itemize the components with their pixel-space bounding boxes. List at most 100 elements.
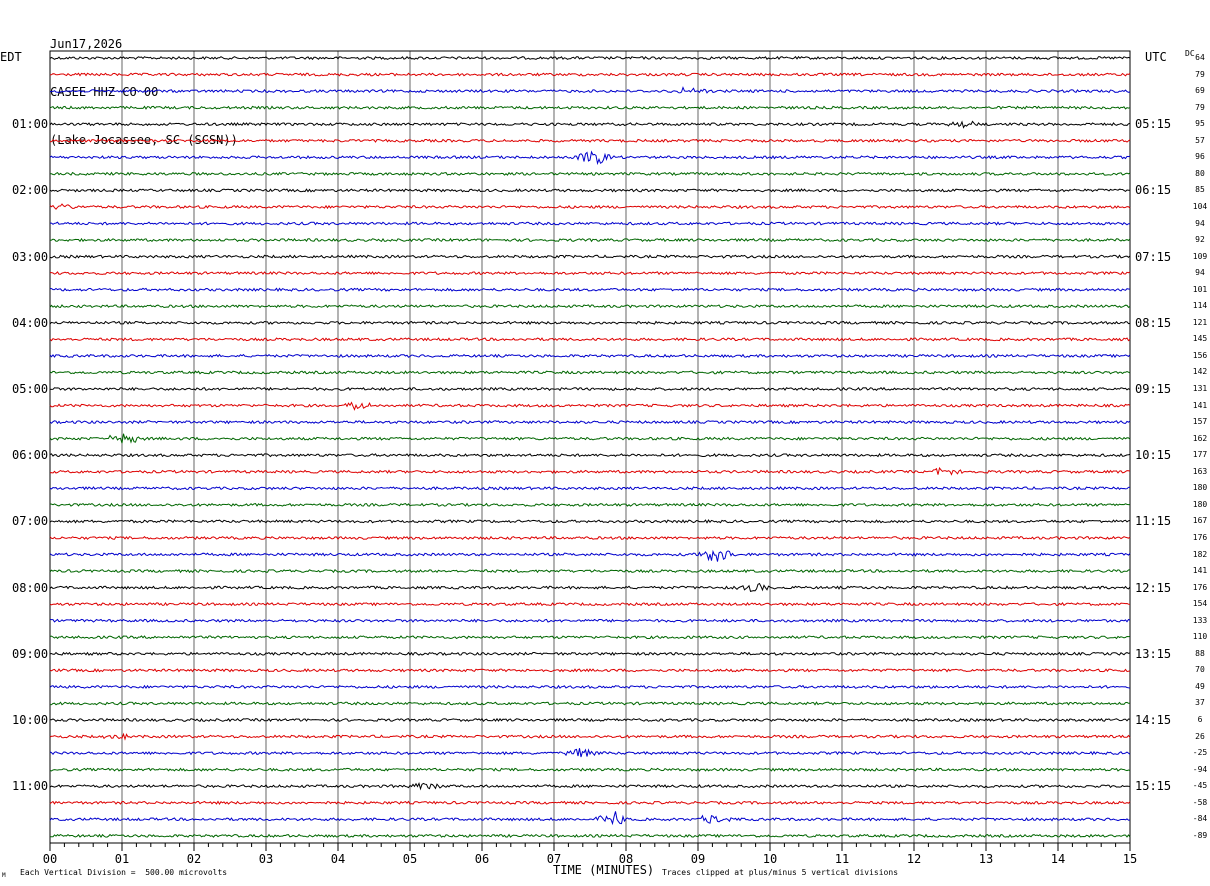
dc-offset-label: 57 (1195, 135, 1205, 145)
seismic-trace (50, 171, 1131, 176)
dc-offset-label: -89 (1192, 830, 1208, 840)
seismic-trace (49, 452, 1131, 458)
dc-offset-label: 95 (1195, 119, 1205, 129)
dc-offset-label: 85 (1195, 185, 1205, 195)
seismic-trace (49, 800, 1131, 805)
x-tick-label: 08 (618, 852, 634, 866)
seismic-trace (49, 120, 1131, 129)
clip-note: Traces clipped at plus/minus 5 vertical … (662, 868, 899, 877)
dc-offset-label: -94 (1192, 764, 1208, 774)
left-hour-label: 07:00 (12, 514, 49, 529)
right-hour-label: 07:15 (1135, 249, 1172, 264)
seismic-trace (49, 582, 1131, 593)
seismic-trace (49, 386, 1131, 392)
dc-offset-label: 182 (1192, 549, 1208, 559)
right-hour-label: 06:15 (1135, 183, 1172, 198)
x-tick-label: 01 (114, 852, 130, 866)
right-hour-label: 10:15 (1135, 448, 1172, 463)
dc-offset-label: 88 (1195, 648, 1205, 658)
seismic-trace (49, 519, 1131, 524)
x-tick-label: 02 (186, 852, 202, 866)
x-tick-label: 07 (546, 852, 562, 866)
dc-offset-label: 177 (1192, 450, 1208, 460)
seismic-trace (49, 401, 1131, 411)
seismic-trace (50, 717, 1131, 723)
right-hour-label: 15:15 (1135, 779, 1172, 794)
left-hour-label: 04:00 (12, 315, 49, 330)
seismic-trace (49, 549, 1131, 562)
seismic-trace (49, 668, 1131, 673)
dc-offset-label: 104 (1192, 201, 1208, 211)
seismic-trace (49, 767, 1131, 772)
seismic-trace (49, 732, 1131, 741)
dc-offset-label: 176 (1192, 532, 1208, 542)
scale-note: Each Vertical Division = 500.00 microvol… (20, 868, 228, 877)
seismic-trace (49, 433, 1131, 444)
dc-offset-label: 6 (1197, 715, 1203, 724)
dc-offset-label: 70 (1195, 665, 1205, 675)
seismic-trace (49, 353, 1131, 359)
dc-offset-label: 64 (1195, 53, 1205, 62)
dc-offset-label: 162 (1192, 433, 1208, 443)
x-tick-label: 10 (762, 852, 778, 866)
dc-offset-label: -25 (1192, 748, 1208, 758)
seismic-trace (49, 320, 1131, 326)
left-hour-label: 11:00 (12, 779, 49, 794)
seismic-trace (50, 221, 1131, 226)
dc-header-label: DC (1185, 49, 1195, 58)
left-timezone-label: EDT (0, 50, 22, 64)
seismic-trace (49, 748, 1131, 758)
left-hour-label: 08:00 (12, 580, 49, 595)
right-hour-label: 05:15 (1135, 117, 1172, 132)
dc-offset-label: 114 (1192, 301, 1208, 311)
dc-offset-label: 141 (1192, 400, 1208, 410)
seismic-trace (49, 237, 1131, 243)
seismic-trace (49, 535, 1131, 541)
seismic-trace (49, 304, 1131, 309)
x-tick-label: 15 (1122, 852, 1138, 866)
dc-offset-label: 37 (1195, 698, 1205, 708)
seismic-trace (49, 684, 1131, 690)
x-tick-label: 05 (402, 852, 418, 866)
dc-offset-label: 180 (1192, 499, 1208, 509)
dc-offset-label: 110 (1192, 632, 1208, 642)
dc-offset-label: 26 (1195, 731, 1205, 741)
x-tick-label: 03 (258, 852, 274, 866)
left-hour-label: 06:00 (12, 448, 49, 463)
dc-offset-label: -84 (1192, 814, 1208, 824)
seismic-trace (49, 138, 1131, 143)
seismic-trace (49, 486, 1131, 491)
dc-offset-label: 79 (1195, 69, 1205, 79)
seismic-trace (49, 466, 1131, 476)
dc-offset-label: 92 (1195, 235, 1205, 245)
x-tick-label: 13 (978, 852, 994, 866)
seismic-trace (49, 833, 1131, 839)
dc-offset-label: 163 (1192, 466, 1208, 476)
corner-mark: M (2, 872, 6, 879)
left-hour-label: 09:00 (12, 646, 49, 661)
seismic-trace (49, 188, 1131, 193)
dc-offset-label: 121 (1192, 317, 1208, 327)
right-hour-label: 14:15 (1135, 713, 1172, 727)
seismic-trace (49, 150, 1131, 166)
seismic-trace (49, 781, 1131, 791)
seismic-trace (49, 502, 1131, 507)
left-hour-label: 01:00 (12, 117, 49, 132)
right-hour-label: 13:15 (1135, 646, 1172, 661)
dc-offset-label: 145 (1192, 334, 1208, 344)
left-hour-label: 03:00 (12, 249, 49, 264)
seismic-trace (49, 337, 1131, 342)
seismic-trace (49, 55, 1131, 61)
seismic-trace (49, 370, 1131, 375)
x-tick-label: 11 (834, 852, 850, 866)
dc-offset-label: 156 (1192, 350, 1208, 360)
dc-offset-label: 69 (1195, 86, 1205, 96)
left-hour-label: 10:00 (12, 713, 49, 727)
dc-offset-label: 154 (1192, 599, 1208, 609)
dc-offset-label: 109 (1192, 251, 1208, 261)
seismic-trace (49, 601, 1131, 607)
dc-offset-label: 167 (1192, 516, 1208, 526)
seismic-trace (49, 254, 1131, 259)
seismic-trace (49, 618, 1131, 623)
